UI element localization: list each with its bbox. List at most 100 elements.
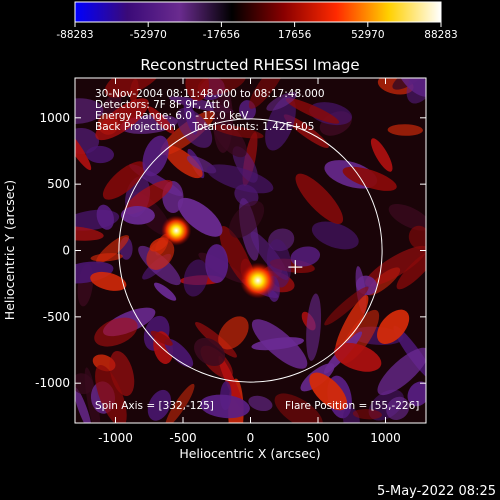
pattern-lobe (75, 226, 104, 241)
y-tick-label: 1000 (39, 111, 70, 125)
pattern-lobe (377, 309, 410, 344)
pattern-lobe (124, 179, 173, 215)
heatmap-sources (161, 215, 276, 299)
pattern-lobe (251, 337, 305, 351)
x-tick-label: -1000 (98, 431, 133, 445)
spin-axis-marker (288, 260, 303, 275)
pattern-lobe (194, 337, 226, 366)
solar-limb-circle (118, 118, 383, 383)
pattern-lobe (335, 295, 369, 354)
colorbar-tick-label: 88283 (424, 29, 457, 41)
plot-area (74, 77, 427, 424)
pattern-lobe (183, 259, 209, 297)
y-tick-label: 0 (62, 244, 70, 258)
flare-position-label: Flare Position = [55,-226] (285, 400, 419, 412)
pattern-lobe (205, 244, 229, 284)
pattern-lobe (164, 338, 194, 368)
x-tick-label: -500 (169, 431, 196, 445)
pattern-lobe (388, 203, 426, 231)
annotation-time-range: 30-Nov-2004 08:11:48.000 to 08:17:48.000 (95, 88, 325, 100)
x-tick-label: 500 (307, 431, 330, 445)
annotation-detectors: Detectors: 7F 8F 9F, Att 0 (95, 99, 230, 111)
pattern-lobe (365, 245, 426, 287)
pattern-lobe (86, 145, 114, 164)
pattern-lobe (75, 373, 94, 395)
pattern-lobe (377, 347, 426, 396)
colorbar-tick-label: -17656 (203, 29, 241, 41)
pattern-lobe (153, 282, 177, 301)
pattern-lobe (408, 225, 426, 250)
pattern-lobe (266, 92, 298, 111)
heatmap-pattern (75, 78, 426, 423)
pattern-lobe (248, 78, 287, 109)
pattern-lobe (164, 145, 203, 179)
pattern-lobe (120, 205, 155, 225)
pattern-lobe (218, 316, 249, 350)
pattern-lobe (309, 372, 348, 411)
colorbar-tick-label: 17656 (278, 29, 312, 41)
pattern-lobe (95, 98, 149, 141)
pattern-lobe (396, 249, 426, 290)
spin-axis-label: Spin Axis = [332,-125] (95, 400, 214, 412)
pattern-lobe (295, 173, 344, 224)
x-axis-label: Heliocentric X (arcsec) (179, 446, 320, 461)
pattern-lobe (75, 386, 92, 423)
pattern-lobe (165, 383, 195, 423)
pattern-lobe (75, 127, 100, 155)
colorbar-tick-label: 52970 (351, 29, 384, 41)
colorbar-tick-label: -88283 (56, 29, 93, 41)
pattern-lobe (406, 78, 426, 104)
pattern-lobe (147, 106, 175, 134)
pattern-lobe (95, 364, 127, 423)
pattern-lobe (94, 317, 138, 347)
bright-source (239, 262, 276, 299)
pattern-lobe (177, 197, 223, 237)
y-axis-ticks: -1000 -500 0 500 1000 (35, 111, 426, 390)
annotation-method-counts: Back Projection Total counts: 1.42E+05 (95, 121, 314, 133)
y-axis-label: Heliocentric Y (arcsec) (2, 180, 17, 320)
colorbar-ticks: -88283 -52970 -17656 17656 52970 88283 (56, 22, 458, 41)
pattern-lobe (206, 164, 274, 194)
pattern-lobe (387, 124, 423, 136)
pattern-lobe (248, 395, 273, 412)
annotation-energy-range: Energy Range: 6.0 - 12.0 keV (95, 110, 249, 122)
footer-timestamp: 5-May-2022 08:25 (377, 484, 496, 499)
x-tick-label: 1000 (370, 431, 401, 445)
pattern-lobe (150, 330, 173, 346)
pattern-lobe (104, 78, 163, 98)
pattern-lobe (149, 237, 168, 252)
bright-source (161, 215, 192, 246)
pattern-lobe (176, 107, 213, 148)
x-axis-ticks: -1000 -500 0 500 1000 (98, 78, 401, 445)
chart-title: Reconstructed RHESSI Image (140, 56, 359, 74)
pattern-lobe (197, 78, 247, 96)
pattern-lobe (213, 124, 264, 139)
pattern-lobe (352, 409, 382, 420)
pattern-lobe (229, 200, 265, 238)
pattern-lobe (90, 253, 123, 262)
pattern-lobe (199, 394, 250, 419)
pattern-lobe (306, 293, 322, 361)
pattern-lobe (96, 204, 114, 230)
y-tick-label: -1000 (35, 376, 70, 390)
x-tick-label: 0 (247, 431, 255, 445)
pattern-lobe (102, 161, 146, 200)
y-tick-label: -500 (43, 310, 70, 324)
colorbar: -88283 -52970 -17656 17656 52970 88283 (56, 1, 458, 41)
colorbar-tick-label: -52970 (130, 29, 167, 41)
pattern-lobe (75, 126, 92, 171)
pattern-lobe (386, 396, 410, 421)
annotation-block: 30-Nov-2004 08:11:48.000 to 08:17:48.000… (95, 88, 325, 133)
pattern-lobe (334, 342, 382, 372)
pattern-lobe (370, 138, 393, 172)
colorbar-strip (74, 1, 442, 23)
pattern-lobe (90, 271, 127, 291)
y-tick-label: 500 (47, 177, 70, 191)
pattern-lobe (147, 389, 172, 421)
pattern-lobe (290, 246, 321, 267)
pattern-lobe (407, 381, 426, 407)
pattern-lobe (311, 221, 359, 250)
pattern-lobe (285, 98, 340, 124)
pattern-lobe (75, 98, 104, 124)
